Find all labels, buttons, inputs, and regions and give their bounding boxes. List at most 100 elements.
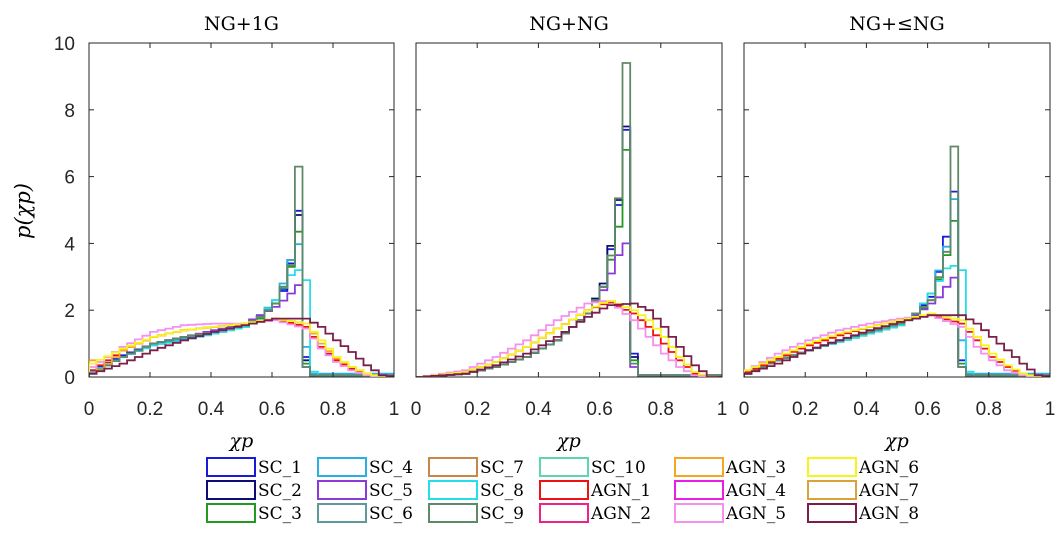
- legend-item-agn-3: AGN_3: [674, 457, 786, 478]
- legend-label: SC_9: [480, 504, 524, 524]
- x-tick-label: 1: [389, 399, 400, 420]
- legend-label: AGN_1: [590, 481, 651, 501]
- legend-swatch: [674, 457, 724, 477]
- legend-swatch: [807, 503, 857, 523]
- x-tick-label: 0.4: [198, 399, 225, 420]
- legend-item-sc-3: SC_3: [206, 503, 302, 524]
- legend-swatch: [807, 480, 857, 500]
- x-tick-label: 0.6: [914, 399, 940, 420]
- x-tick-label: 0.8: [320, 399, 346, 420]
- legend-item-agn-8: AGN_8: [807, 503, 919, 524]
- panel-title: NG+1G: [204, 13, 279, 35]
- legend-item-sc-1: SC_1: [206, 457, 302, 478]
- legend-swatch: [428, 480, 478, 500]
- legend-item-agn-5: AGN_5: [674, 503, 786, 524]
- series-agn-8: [744, 314, 1050, 377]
- legend-label: SC_5: [369, 481, 413, 501]
- x-axis-label: χp: [228, 430, 254, 452]
- legend-item-agn-7: AGN_7: [807, 480, 919, 501]
- x-tick-label: 0.8: [976, 399, 1002, 420]
- legend-label: SC_7: [480, 458, 524, 478]
- legend-swatch: [317, 480, 367, 500]
- x-tick-label: 0.2: [137, 399, 163, 420]
- y-tick-label: 0: [64, 368, 75, 389]
- legend-swatch: [317, 457, 367, 477]
- legend-label: SC_4: [369, 458, 413, 478]
- x-tick-label: 0.4: [853, 399, 880, 420]
- x-tick-label: 0: [84, 399, 95, 420]
- legend-swatch: [807, 457, 857, 477]
- legend-swatch: [674, 480, 724, 500]
- series-agn-8: [89, 317, 394, 377]
- x-tick-label: 1: [717, 399, 728, 420]
- legend-swatch: [539, 457, 589, 477]
- legend-swatch: [428, 503, 478, 523]
- legend-label: AGN_4: [725, 481, 786, 501]
- x-tick-label: 0.6: [586, 399, 612, 420]
- panel-2: 0 0.2 0.4 0.6 0.8 1 NG+NG χp: [411, 13, 728, 452]
- series-agn-5: [744, 314, 1050, 377]
- legend-swatch: [206, 457, 256, 477]
- x-tick-label: 0.6: [259, 399, 285, 420]
- legend-item-sc-5: SC_5: [317, 480, 413, 501]
- legend-item-sc-10: SC_10: [539, 457, 646, 478]
- legend-label: SC_6: [369, 504, 413, 524]
- legend-item-sc-6: SC_6: [317, 503, 413, 524]
- x-tick-label: 1: [1045, 399, 1056, 420]
- legend-item-sc-8: SC_8: [428, 480, 524, 501]
- legend-item-sc-4: SC_4: [317, 457, 413, 478]
- legend-swatch: [674, 503, 724, 523]
- legend-label: SC_3: [258, 504, 302, 524]
- legend-item-sc-2: SC_2: [206, 480, 302, 501]
- legend-swatch: [206, 503, 256, 523]
- legend-label: AGN_2: [590, 504, 651, 524]
- legend-item-sc-9: SC_9: [428, 503, 524, 524]
- legend-label: AGN_6: [858, 458, 919, 478]
- legend-item-sc-7: SC_7: [428, 457, 524, 478]
- series-agn-8: [416, 302, 722, 377]
- y-tick-label: 8: [64, 101, 75, 122]
- legend-label: AGN_7: [858, 481, 919, 501]
- legend-item-agn-1: AGN_1: [539, 480, 651, 501]
- legend-swatch: [317, 503, 367, 523]
- y-tick-label: 4: [64, 234, 75, 255]
- legend-item-agn-6: AGN_6: [807, 457, 919, 478]
- x-tick-label: 0: [411, 399, 422, 420]
- x-axis-label: χp: [883, 430, 909, 452]
- legend-item-agn-4: AGN_4: [674, 480, 786, 501]
- series-agn-6: [744, 312, 1050, 377]
- legend-label: SC_10: [591, 458, 646, 478]
- x-tick-label: 0.8: [648, 399, 674, 420]
- x-tick-label: 0.2: [464, 399, 490, 420]
- legend-swatch: [206, 480, 256, 500]
- plot-area: [88, 42, 395, 378]
- series-sc-9: [744, 145, 1050, 377]
- panel-3: 0 0.2 0.4 0.6 0.8 1 NG+≤NG χp: [739, 13, 1056, 452]
- legend-swatch: [428, 457, 478, 477]
- legend-label: SC_8: [480, 481, 524, 501]
- y-tick-label: 10: [54, 34, 75, 55]
- legend-label: AGN_5: [725, 504, 786, 524]
- legend-swatch: [539, 480, 589, 500]
- series-group: [744, 145, 1050, 377]
- y-tick-label: 2: [64, 301, 75, 322]
- x-tick-label: 0.4: [525, 399, 552, 420]
- x-tick-label: 0: [739, 399, 750, 420]
- panel-title: NG+≤NG: [849, 13, 944, 35]
- legend-item-agn-2: AGN_2: [539, 503, 651, 524]
- panel-title: NG+NG: [529, 13, 609, 35]
- legend-label: SC_2: [258, 481, 302, 501]
- legend-label: AGN_8: [858, 504, 919, 524]
- series-agn-6: [89, 317, 394, 377]
- x-axis-label: χp: [555, 430, 581, 452]
- legend-swatch: [539, 503, 589, 523]
- x-tick-label: 0.2: [792, 399, 818, 420]
- legend-label: SC_1: [258, 458, 302, 478]
- y-tick-label: 6: [64, 168, 75, 189]
- series-group: [416, 62, 722, 377]
- series-group: [89, 165, 394, 377]
- legend-label: AGN_3: [725, 458, 786, 478]
